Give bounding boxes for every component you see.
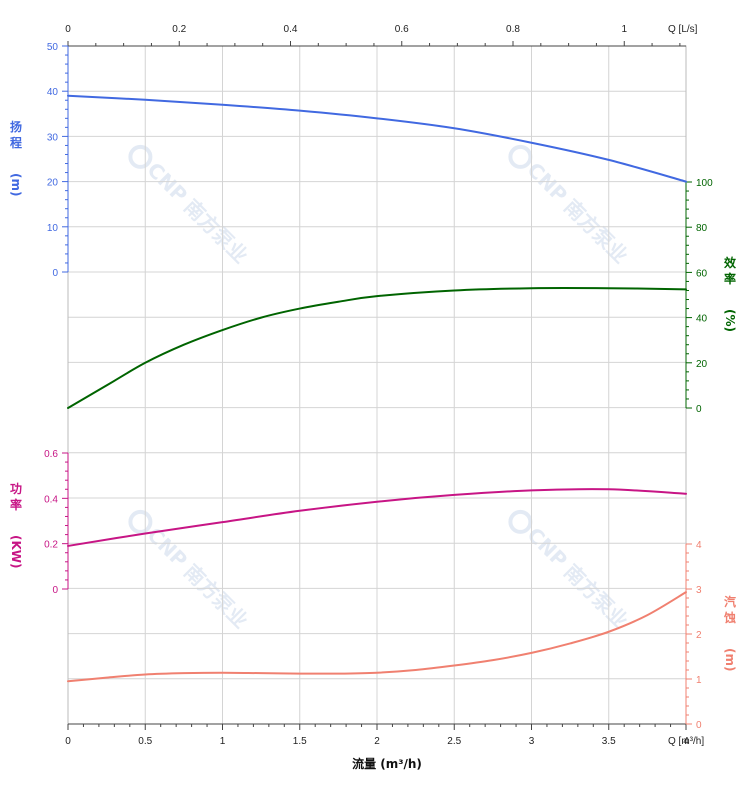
efficiency-axis-title-char: 率 (724, 271, 736, 286)
efficiency-curve (67, 287, 687, 409)
head-tick-label: 20 (47, 178, 59, 189)
npsh-curve (67, 591, 687, 683)
x-tick-label: 0.5 (138, 736, 152, 747)
head-curve (67, 94, 687, 183)
watermark-brand: 南方泵业 (179, 559, 253, 633)
power-axis-title-unit-text: (KW) (9, 535, 23, 569)
x-tick-label: 1 (220, 736, 226, 747)
axes (62, 41, 692, 730)
x-tick-label: 3 (529, 736, 535, 747)
npsh-tick-label: 3 (696, 585, 702, 596)
power-tick-label: 0.2 (44, 540, 58, 551)
x-tick-label: 3.5 (602, 736, 616, 747)
grid (67, 45, 687, 725)
head-axis-title-char: 程 (10, 135, 22, 150)
npsh-tick-label: 2 (696, 630, 702, 641)
x2-tick-label: 0.6 (395, 24, 409, 35)
x-tick-label: 4 (683, 736, 689, 747)
efficiency-tick-label: 40 (696, 314, 708, 325)
x2-tick-label: 0.8 (506, 24, 520, 35)
watermark-cnp: CNP (523, 158, 573, 208)
x2-tick-label: 0.4 (284, 24, 298, 35)
efficiency-tick-label: 100 (696, 178, 713, 189)
head-tick-label: 40 (47, 87, 59, 98)
efficiency-axis-title-unit: (%) (723, 309, 737, 332)
efficiency-tick-label: 20 (696, 359, 708, 370)
power-axis-title-char: 功 (10, 481, 22, 496)
efficiency-axis-title-char: 效 (724, 255, 737, 270)
head-tick-label: 50 (47, 42, 59, 53)
head-tick-label: 10 (47, 223, 59, 234)
power-tick-label: 0 (52, 585, 58, 596)
head-tick-label: 0 (52, 268, 58, 279)
x-tick-label: 2 (374, 736, 380, 747)
x2-tick-label: 0.2 (172, 24, 186, 35)
power-tick-label: 0.4 (44, 494, 58, 505)
head-tick-label: 30 (47, 132, 59, 143)
efficiency-tick-label: 60 (696, 268, 708, 279)
x2-axis-unit-label: Q [L/s] (668, 24, 698, 35)
watermark-brand: 南方泵业 (559, 559, 633, 633)
power-axis-title-unit: (KW) (9, 535, 23, 569)
head-axis-title-unit: (m) (9, 173, 23, 196)
npsh-tick-label: 4 (696, 540, 702, 551)
efficiency-axis-title-unit-text: (%) (723, 309, 737, 332)
power-axis-title-char: 率 (10, 497, 22, 512)
x-tick-label: 1.5 (293, 736, 307, 747)
labels: 0 0.5 1 1.5 2 2.5 3 3.5 4Q [m³/h]流量 (m³/h)0 0.2 0.… (9, 24, 737, 771)
watermark-brand: 南方泵业 (179, 194, 253, 268)
x2-tick-label: 0 (65, 24, 71, 35)
npsh-axis-title-char: 汽 (724, 594, 736, 609)
watermark-logo-icon (128, 144, 153, 169)
power-tick-label: 0.6 (44, 449, 58, 460)
watermark-logo-icon (508, 144, 533, 169)
npsh-tick-label: 1 (696, 675, 702, 686)
x2-tick-label: 1 (621, 24, 627, 35)
efficiency-tick-label: 80 (696, 223, 708, 234)
head-axis-title-unit-text: (m) (9, 173, 23, 196)
curves (67, 94, 687, 683)
x-tick-label: 2.5 (447, 736, 461, 747)
watermark-logo-icon (128, 509, 153, 534)
efficiency-tick-label: 0 (696, 404, 702, 415)
watermark-cnp: CNP (143, 158, 193, 208)
npsh-tick-label: 0 (696, 720, 702, 731)
head-axis-title-char: 扬 (10, 119, 22, 134)
npsh-axis-title-char: 蚀 (723, 610, 736, 625)
npsh-axis-title-unit-text: (m) (723, 648, 737, 671)
watermark-brand: 南方泵业 (559, 194, 633, 268)
watermark-cnp: CNP (523, 523, 573, 573)
watermark-logo-icon (508, 509, 533, 534)
x-axis-unit-label: Q [m³/h] (668, 736, 704, 747)
x-tick-label: 0 (65, 736, 71, 747)
x-axis-title: 流量 (m³/h) (352, 756, 422, 771)
power-curve (67, 488, 687, 547)
npsh-axis-title-unit: (m) (723, 648, 737, 671)
